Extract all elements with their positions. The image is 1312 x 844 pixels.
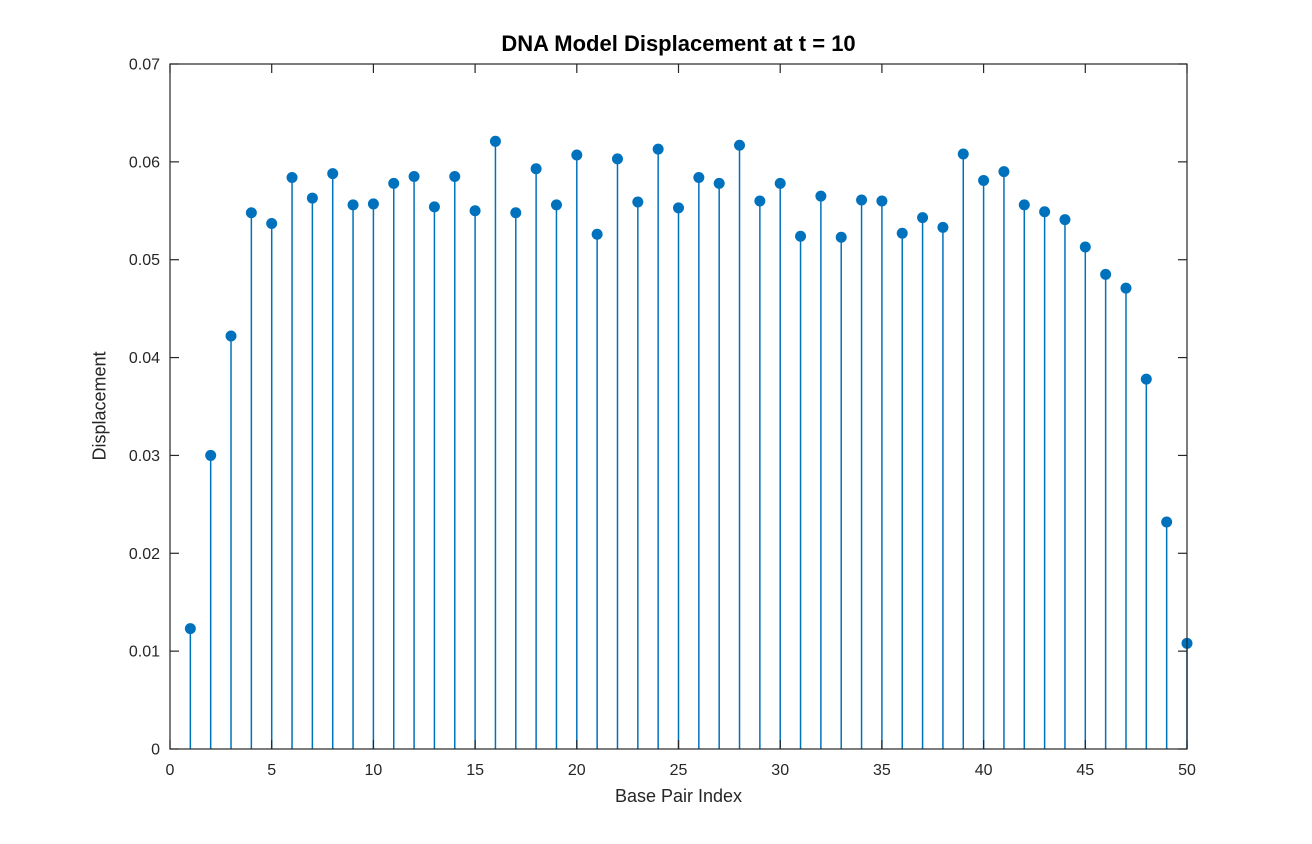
stem-marker	[184, 623, 196, 635]
stem-marker	[449, 171, 461, 183]
x-tick-label: 25	[670, 762, 688, 779]
stem-marker	[469, 205, 481, 217]
stem-marker	[835, 231, 847, 243]
stem-marker	[306, 192, 318, 204]
stem-marker	[917, 212, 929, 224]
y-tick-label: 0.03	[129, 448, 160, 465]
stem-marker	[896, 227, 908, 239]
stem-marker	[713, 177, 725, 189]
stem-marker	[428, 201, 440, 213]
y-tick-label: 0.07	[129, 57, 160, 74]
stem-marker	[734, 139, 746, 151]
x-tick-label: 50	[1178, 762, 1196, 779]
stem-marker	[591, 228, 603, 240]
stem-marker	[774, 177, 786, 189]
stem-marker	[652, 143, 664, 155]
stem-marker	[388, 177, 400, 189]
stem-marker	[1100, 268, 1112, 280]
stem-marker	[286, 172, 298, 184]
stem-marker	[876, 195, 888, 207]
y-tick-label: 0.01	[129, 644, 160, 661]
stem-marker	[693, 172, 705, 184]
stem-marker	[1120, 282, 1132, 294]
stem-marker	[1140, 373, 1152, 385]
stem-marker	[550, 199, 562, 211]
y-tick-label: 0.02	[129, 546, 160, 563]
x-tick-label: 0	[166, 762, 175, 779]
stem-marker	[673, 202, 684, 214]
stem-marker	[611, 153, 623, 165]
x-tick-label: 40	[975, 762, 993, 779]
x-tick-label: 30	[771, 762, 789, 779]
stem-marker	[1018, 199, 1030, 211]
stem-marker	[957, 148, 969, 160]
x-tick-label: 20	[568, 762, 586, 779]
stem-marker	[978, 174, 990, 186]
stem-marker	[347, 199, 359, 211]
stem-marker	[998, 166, 1010, 178]
stem-marker	[856, 194, 868, 206]
stem-marker	[408, 171, 420, 183]
x-tick-label: 10	[365, 762, 383, 779]
stem-marker	[1079, 241, 1091, 253]
stem-marker	[754, 195, 766, 207]
y-tick-label: 0.04	[129, 350, 160, 367]
stem-marker	[489, 135, 501, 147]
stem-marker	[1161, 516, 1173, 528]
y-tick-label: 0.06	[129, 154, 160, 171]
stem-marker	[632, 196, 644, 208]
x-tick-label: 45	[1076, 762, 1094, 779]
y-tick-label: 0.05	[129, 252, 160, 269]
chart-title: DNA Model Displacement at t = 10	[501, 31, 856, 56]
stem-marker	[571, 149, 583, 161]
stem-marker	[205, 449, 217, 461]
stem-marker	[937, 221, 949, 233]
x-tick-label: 35	[873, 762, 891, 779]
stem-marker	[510, 207, 522, 219]
stem-marker	[530, 163, 542, 175]
y-axis-label: Displacement	[89, 351, 110, 461]
stem-marker	[327, 168, 339, 180]
stem-marker	[225, 330, 237, 342]
stem-marker	[266, 218, 278, 230]
x-tick-label: 15	[466, 762, 484, 779]
stem-marker	[1059, 214, 1071, 226]
x-tick-label: 5	[267, 762, 276, 779]
stem-marker	[795, 230, 807, 242]
stem-marker	[1039, 206, 1051, 218]
stem-marker	[367, 198, 379, 210]
x-axis-label: Base Pair Index	[614, 786, 743, 806]
stem-marker	[815, 190, 827, 202]
y-tick-label: 0	[151, 742, 160, 759]
stem-marker	[245, 207, 257, 219]
